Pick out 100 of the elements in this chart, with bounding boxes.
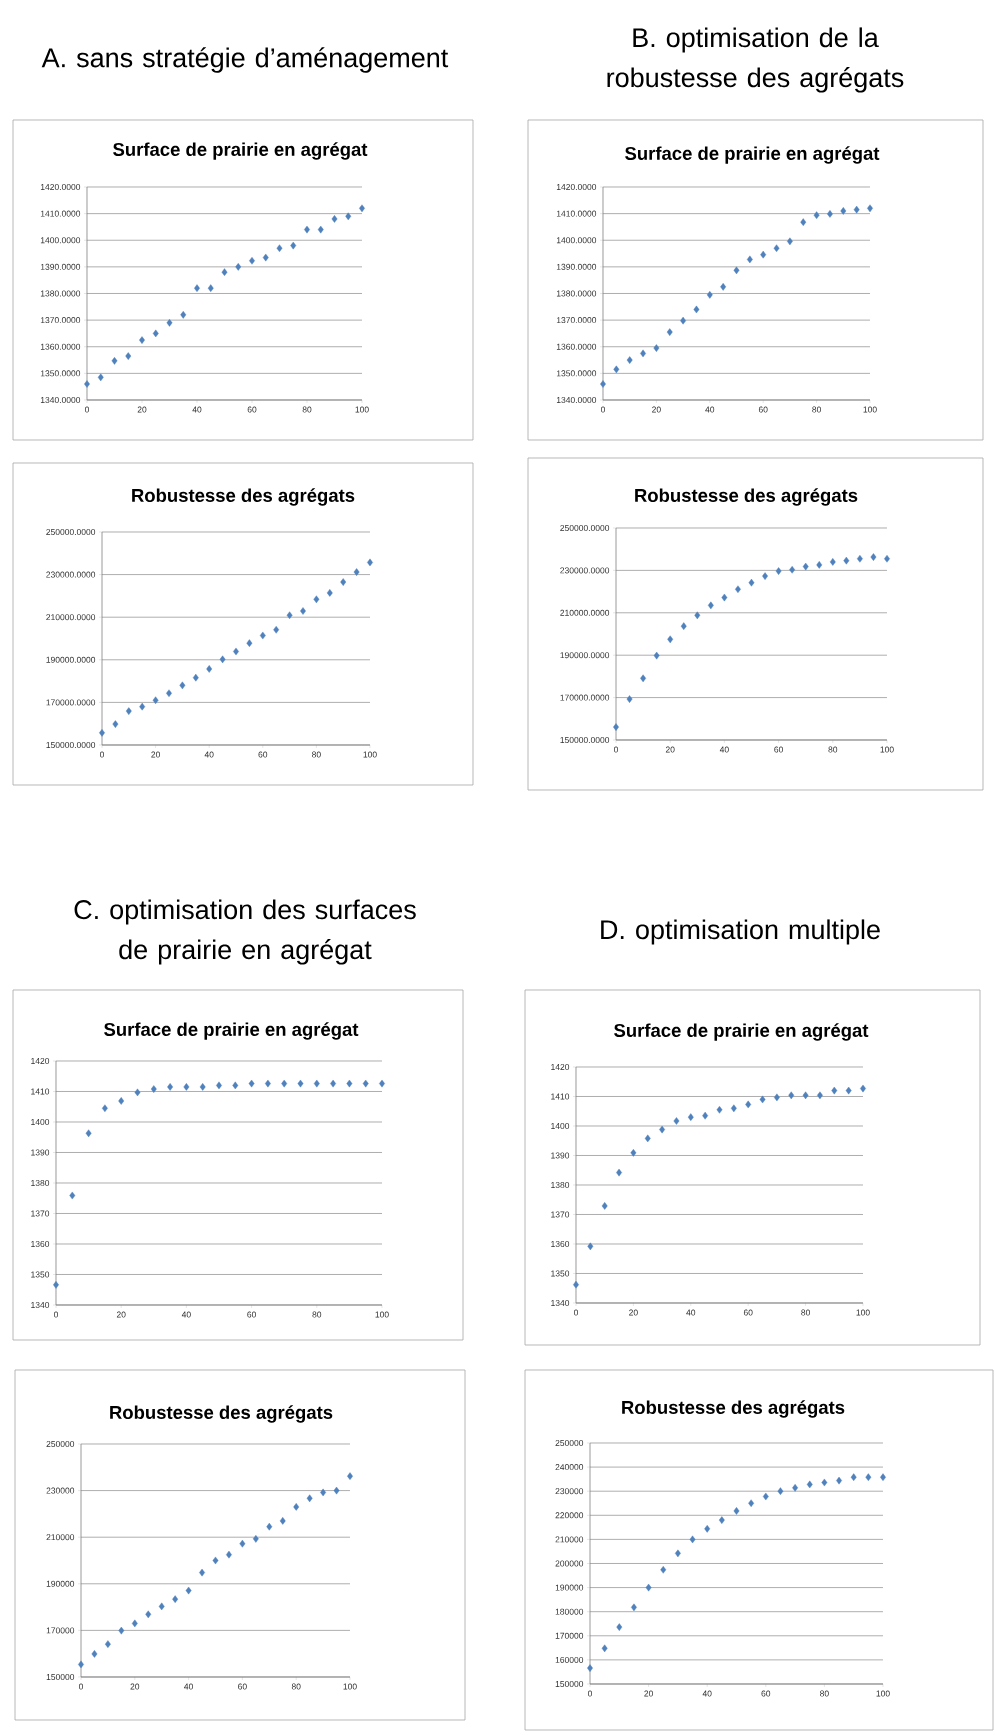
point	[789, 565, 796, 574]
point	[775, 567, 782, 575]
y-tick-label: 1370	[31, 1210, 50, 1217]
y-tick-label: 250000	[555, 1439, 584, 1446]
point	[118, 1626, 125, 1635]
point	[97, 373, 104, 382]
point	[239, 1539, 246, 1548]
y-tick-label: 1410.0000	[556, 210, 597, 217]
x-tick-label: 40	[686, 1309, 696, 1316]
point	[286, 611, 293, 620]
y-tick-label: 230000.0000	[560, 567, 610, 574]
point	[297, 1079, 304, 1088]
point	[601, 1644, 608, 1653]
y-tick-label: 190000.0000	[46, 656, 96, 663]
point	[219, 655, 226, 664]
point	[300, 607, 306, 615]
point	[206, 665, 213, 673]
x-tick-label: 20	[644, 1690, 653, 1697]
x-tick-label: 60	[743, 1309, 753, 1316]
chart-title: Surface de prairie en agrégat	[104, 1022, 359, 1040]
point	[333, 1486, 340, 1495]
y-tick-label: 1420	[551, 1063, 570, 1070]
y-tick-label: 1380	[551, 1181, 570, 1188]
point	[152, 696, 159, 705]
x-tick-label: 0	[573, 1309, 579, 1316]
point	[845, 1086, 852, 1095]
point	[644, 1134, 651, 1143]
point	[746, 255, 753, 264]
y-tick-label: 1400	[551, 1122, 570, 1129]
x-tick-label: 0	[600, 406, 606, 413]
x-tick-label: 60	[761, 1690, 771, 1697]
y-tick-label: 1420.0000	[40, 184, 81, 191]
point	[345, 212, 352, 221]
y-tick-label: 1380	[31, 1179, 50, 1186]
point	[802, 562, 809, 571]
point	[69, 1191, 76, 1200]
point	[276, 244, 283, 253]
x-tick-label: 60	[758, 406, 768, 413]
chart-title: Robustesse des agrégats	[622, 1400, 845, 1418]
point	[702, 1111, 709, 1120]
point	[800, 218, 807, 226]
x-tick-label: 20	[652, 406, 661, 413]
point	[870, 553, 877, 561]
point	[105, 1640, 111, 1648]
point	[694, 611, 701, 620]
point	[246, 639, 253, 647]
y-tick-label: 1420.0000	[556, 184, 597, 191]
text: C. optimisation des surfaces de prairie en agrégat	[74, 899, 416, 965]
x-tick-label: 40	[702, 1690, 712, 1697]
point	[760, 250, 767, 259]
point	[53, 1281, 59, 1289]
point	[111, 357, 118, 365]
point	[816, 561, 823, 569]
point	[232, 1081, 239, 1090]
x-tick-label: 100	[375, 1311, 389, 1318]
x-tick-label: 80	[828, 746, 838, 753]
y-tick-label: 1390.0000	[556, 263, 597, 270]
y-tick-label: 1360	[31, 1240, 50, 1247]
text: A. sans stratégie d’aménagement	[41, 47, 449, 73]
chart-title: Surface de prairie en agrégat	[625, 146, 880, 164]
y-tick-label: 160000	[555, 1656, 584, 1663]
x-tick-label: 80	[291, 1683, 301, 1690]
point	[131, 1619, 138, 1628]
point	[207, 284, 214, 292]
point	[179, 681, 186, 690]
point	[680, 622, 687, 630]
y-tick-label: 150000.0000	[560, 736, 610, 743]
point	[601, 1202, 608, 1210]
point	[802, 1091, 809, 1100]
y-tick-label: 1370	[551, 1211, 570, 1218]
x-tick-label: 80	[312, 751, 321, 758]
point	[152, 329, 159, 338]
point	[821, 1478, 828, 1487]
y-tick-label: 150000	[46, 1673, 75, 1680]
point	[704, 1524, 711, 1533]
y-tick-label: 1340.0000	[40, 396, 81, 403]
x-tick-label: 100	[355, 406, 369, 413]
y-tick-label: 250000	[46, 1440, 75, 1447]
x-tick-label: 0	[587, 1690, 593, 1697]
point	[706, 291, 713, 299]
y-tick-label: 210000.0000	[46, 614, 96, 621]
point	[99, 729, 105, 737]
point	[158, 1602, 165, 1611]
y-tick-label: 1350	[31, 1271, 50, 1278]
x-tick-label: 0	[78, 1683, 84, 1690]
point	[716, 1105, 723, 1114]
y-tick-label: 1350.0000	[40, 370, 81, 377]
x-tick-label: 80	[812, 406, 821, 413]
point	[730, 1104, 737, 1113]
y-tick-label: 1350	[551, 1270, 570, 1277]
x-tick-label: 40	[719, 746, 729, 753]
y-tick-label: 200000	[555, 1560, 584, 1567]
point	[313, 595, 320, 604]
point	[139, 336, 145, 344]
point	[252, 1535, 259, 1543]
point	[733, 1507, 740, 1515]
y-tick-label: 230000.0000	[46, 571, 96, 578]
x-tick-label: 100	[880, 746, 894, 753]
x-tick-label: 0	[53, 1311, 59, 1318]
y-tick-label: 230000	[555, 1488, 584, 1495]
